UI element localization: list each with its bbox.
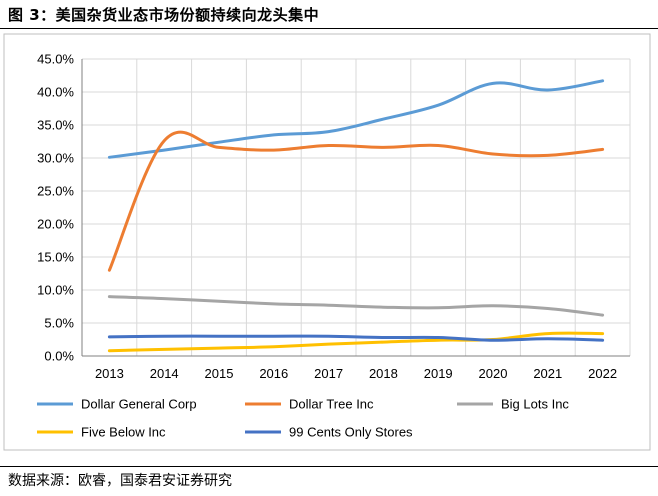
- gridlines: [82, 58, 631, 356]
- series-line-five-below-inc: [107, 331, 605, 353]
- y-tick-label: 0.0%: [44, 349, 74, 364]
- x-tick-labels: 2013 2014 2015 2016 2017 2018 2019 2020 2021 2022: [95, 366, 617, 381]
- series-line-dollar-general-corp: [107, 79, 605, 159]
- x-tick-label: 2013: [95, 366, 124, 381]
- y-tick-label: 5.0%: [44, 316, 74, 331]
- y-tick-label: 30.0%: [37, 151, 74, 166]
- series-lines: [107, 79, 605, 353]
- legend-label-five-below-inc: Five Below Inc: [81, 425, 166, 440]
- source-rule: [0, 466, 658, 467]
- legend-label-big-lots-inc: Big Lots Inc: [501, 397, 569, 412]
- y-tick-label: 15.0%: [37, 250, 74, 265]
- x-tick-label: 2017: [314, 366, 343, 381]
- y-tick-label: 45.0%: [37, 52, 74, 67]
- axes: [81, 59, 630, 357]
- chart-frame: [3, 33, 651, 451]
- legend-label-99-cents-only-stores: 99 Cents Only Stores: [289, 425, 413, 440]
- x-tick-label: 2015: [205, 366, 234, 381]
- x-tick-label: 2020: [479, 366, 508, 381]
- legend: Dollar General Corp Dollar Tree Inc Big Lo…: [37, 397, 569, 440]
- x-tick-label: 2022: [588, 366, 617, 381]
- x-tick-label: 2018: [369, 366, 398, 381]
- legend-label-dollar-general-corp: Dollar General Corp: [81, 397, 197, 412]
- y-tick-label: 40.0%: [37, 85, 74, 100]
- y-tick-label: 35.0%: [37, 118, 74, 133]
- x-tick-label: 2021: [533, 366, 562, 381]
- series-line-99-cents-only-stores: [107, 334, 605, 342]
- x-tick-label: 2019: [424, 366, 453, 381]
- line-chart: 0.0% 5.0% 10.0% 15.0% 20.0% 25.0% 30.0% 35.0% 40…: [3, 33, 651, 451]
- source-note: 数据来源：欧睿，国泰君安证券研究: [8, 473, 232, 489]
- y-tick-label: 25.0%: [37, 184, 74, 199]
- legend-label-dollar-tree-inc: Dollar Tree Inc: [289, 397, 374, 412]
- y-tick-label: 20.0%: [37, 217, 74, 232]
- y-tick-labels: 0.0% 5.0% 10.0% 15.0% 20.0% 25.0% 30.0% 35.0% 40…: [37, 52, 74, 364]
- x-tick-label: 2014: [150, 366, 179, 381]
- series-line-dollar-tree-inc: [107, 130, 605, 272]
- x-tick-label: 2016: [259, 366, 288, 381]
- figure-title: 图 3：美国杂货业态市场份额持续向龙头集中: [8, 6, 320, 24]
- title-rule: [0, 28, 658, 29]
- y-tick-label: 10.0%: [37, 283, 74, 298]
- series-line-big-lots-inc: [107, 295, 605, 317]
